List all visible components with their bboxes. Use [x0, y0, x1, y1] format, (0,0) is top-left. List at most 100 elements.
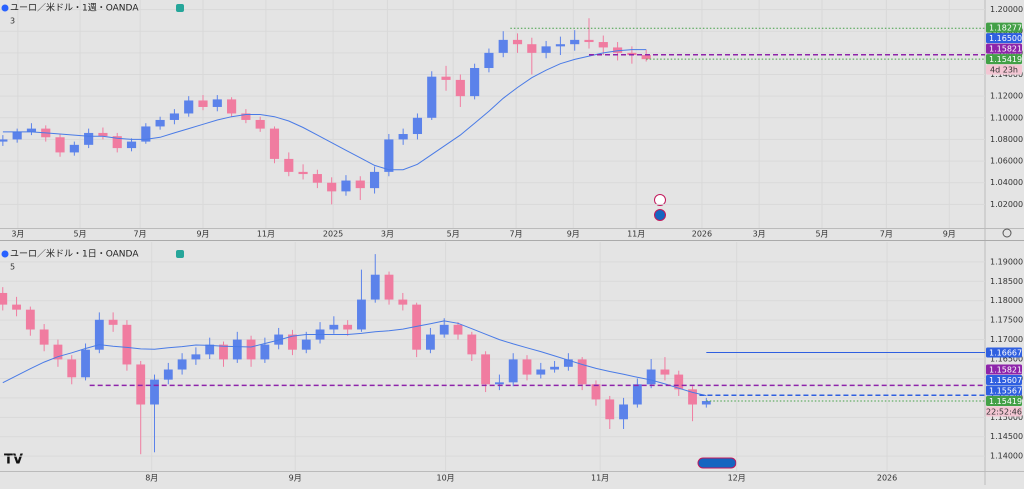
candle-body [701, 401, 711, 405]
candle-body [619, 404, 628, 420]
y-tick-label: 1.15000 [990, 413, 1023, 422]
event-flag[interactable] [654, 209, 666, 221]
candle-body [25, 309, 35, 330]
candle-body [527, 44, 537, 53]
x-tick-label: 8月 [145, 474, 158, 483]
candle-body [26, 128, 37, 132]
price-box [986, 375, 1022, 386]
candle-body [155, 119, 165, 127]
candle-body [455, 79, 465, 97]
candle-body [260, 344, 270, 360]
price-box-label: 1.15607 [989, 376, 1022, 385]
x-tick-label: 9月 [196, 230, 209, 239]
candle-body [627, 52, 637, 56]
countdown-box [986, 64, 1022, 75]
price-box-label: 1.15419 [989, 397, 1022, 406]
candle-body [370, 274, 380, 300]
candle-body [126, 141, 137, 149]
candle-body [555, 44, 565, 47]
candle-body [255, 119, 265, 129]
y-tick-label: 1.04000 [990, 178, 1023, 187]
candle-body [163, 369, 173, 380]
candle-body [55, 137, 65, 153]
candle-body [212, 99, 222, 107]
candle-body [98, 132, 108, 137]
chart-title: ユーロ／米ドル・1日・OANDA [10, 248, 139, 260]
candle-body [369, 171, 380, 189]
candle-body [329, 324, 339, 330]
candle-body [412, 117, 423, 135]
x-tick-label: 5月 [74, 230, 87, 239]
x-tick-label: 5月 [447, 230, 460, 239]
x-tick-label: 5月 [815, 230, 828, 239]
candle-body [241, 113, 251, 120]
candle-body [398, 299, 408, 305]
y-tick-label: 1.06000 [990, 157, 1023, 166]
settings-icon[interactable] [1002, 228, 1012, 238]
logo: TV [4, 453, 23, 468]
price-box-label: 1.16667 [989, 349, 1022, 358]
status-icon [176, 250, 184, 258]
price-box [986, 396, 1022, 407]
candle-body [427, 76, 437, 118]
price-box-label: 1.15419 [989, 55, 1022, 64]
event-flag[interactable] [654, 194, 666, 206]
countdown-box [986, 406, 1022, 417]
countdown: 4d 23h [990, 66, 1018, 75]
candle-body [227, 99, 237, 114]
y-tick-label: 1.17000 [990, 335, 1023, 344]
y-tick-label: 1.12000 [990, 92, 1023, 101]
candle-body [453, 324, 463, 335]
price-box-label: 1.16500 [989, 34, 1022, 43]
price-box [986, 22, 1022, 33]
candle-body [327, 182, 337, 192]
candle-body [94, 319, 104, 350]
y-tick-label: 1.08000 [990, 135, 1023, 144]
candle-body [357, 299, 366, 330]
candle-body [512, 39, 523, 45]
candle-body [343, 324, 353, 330]
indicator-value: 5 [10, 263, 15, 272]
price-box [986, 364, 1022, 375]
chart-title: ユーロ／米ドル・1週・OANDA [10, 2, 139, 14]
x-tick-label: 9月 [289, 474, 302, 483]
event-flags[interactable] [697, 457, 737, 469]
price-box [986, 54, 1022, 65]
x-tick-label: 2025 [323, 230, 343, 239]
candle-body [0, 139, 8, 142]
y-tick-label: 1.18000 [990, 296, 1023, 305]
candle-body [191, 354, 201, 360]
candle-body [646, 369, 656, 385]
x-tick-label: 7月 [510, 230, 523, 239]
candle-body [288, 334, 297, 350]
candle-body [577, 359, 587, 385]
candle-body [341, 180, 351, 192]
candle-body [169, 113, 179, 120]
candle-body [12, 131, 22, 140]
y-tick-label: 1.14000 [990, 452, 1023, 461]
price-box-label: 1.18277 [989, 24, 1022, 33]
candle-body [205, 344, 215, 355]
candle-body [122, 324, 132, 365]
candle-body [184, 100, 194, 114]
symbol-icon [1, 4, 9, 12]
candle-body [177, 359, 187, 370]
y-tick-label: 1.02000 [990, 200, 1023, 209]
candle-body [605, 399, 615, 420]
candle-body [498, 39, 508, 53]
x-tick-label: 2026 [692, 230, 712, 239]
candle-body [298, 171, 308, 175]
candle-body [301, 339, 311, 350]
candle-body [584, 39, 594, 43]
candle-body [481, 354, 491, 385]
x-tick-label: 3月 [381, 230, 394, 239]
candle-body [141, 126, 151, 142]
candle-body [467, 334, 477, 355]
candle-body [269, 128, 280, 159]
x-tick-label: 7月 [134, 230, 147, 239]
candle-body [536, 369, 546, 375]
candle-body [439, 324, 449, 335]
candle-body [53, 344, 63, 360]
